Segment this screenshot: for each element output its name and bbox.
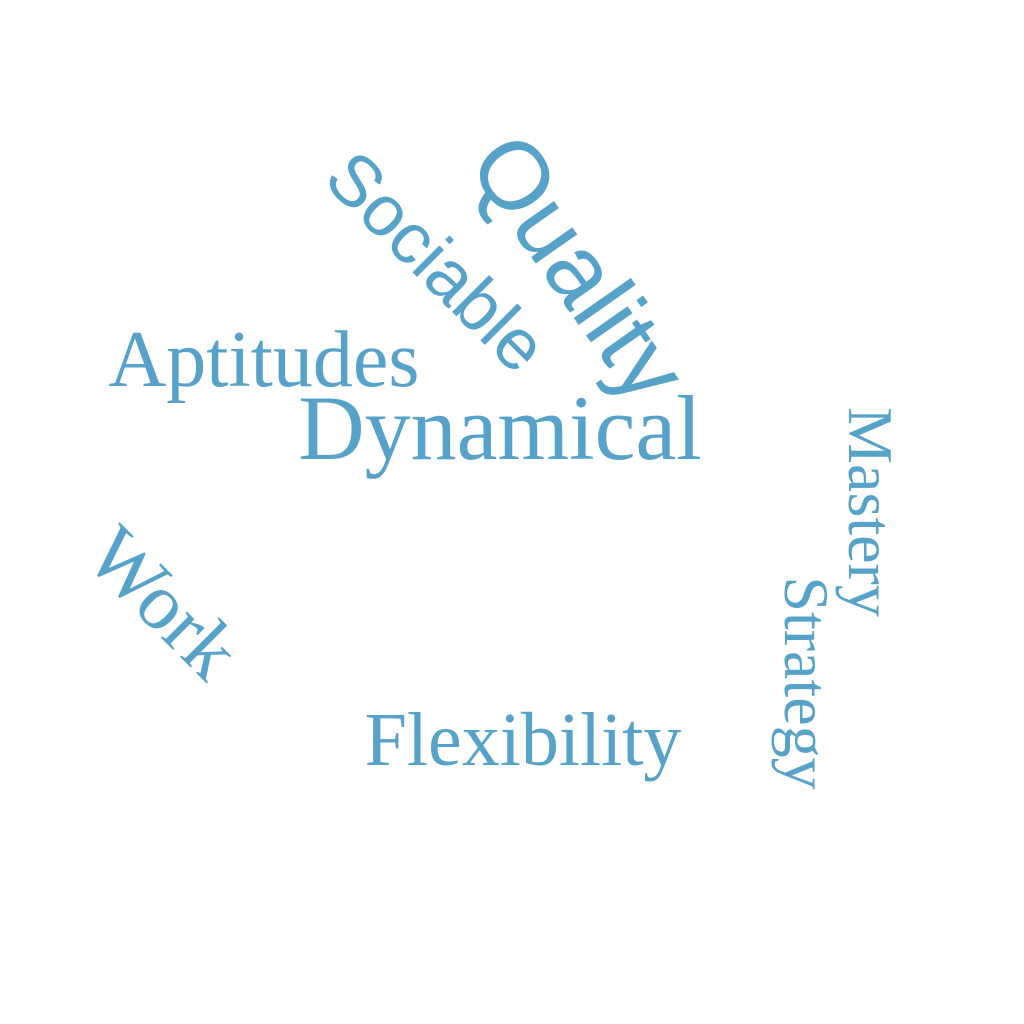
word-flexibility: Flexibility (364, 698, 682, 782)
word-mastery: Mastery (835, 407, 906, 617)
word-aptitudes: Aptitudes (108, 316, 420, 404)
word-strategy: Strategy (771, 576, 842, 790)
word-dynamical: Dynamical (298, 377, 702, 479)
word-work: Work (69, 509, 257, 697)
